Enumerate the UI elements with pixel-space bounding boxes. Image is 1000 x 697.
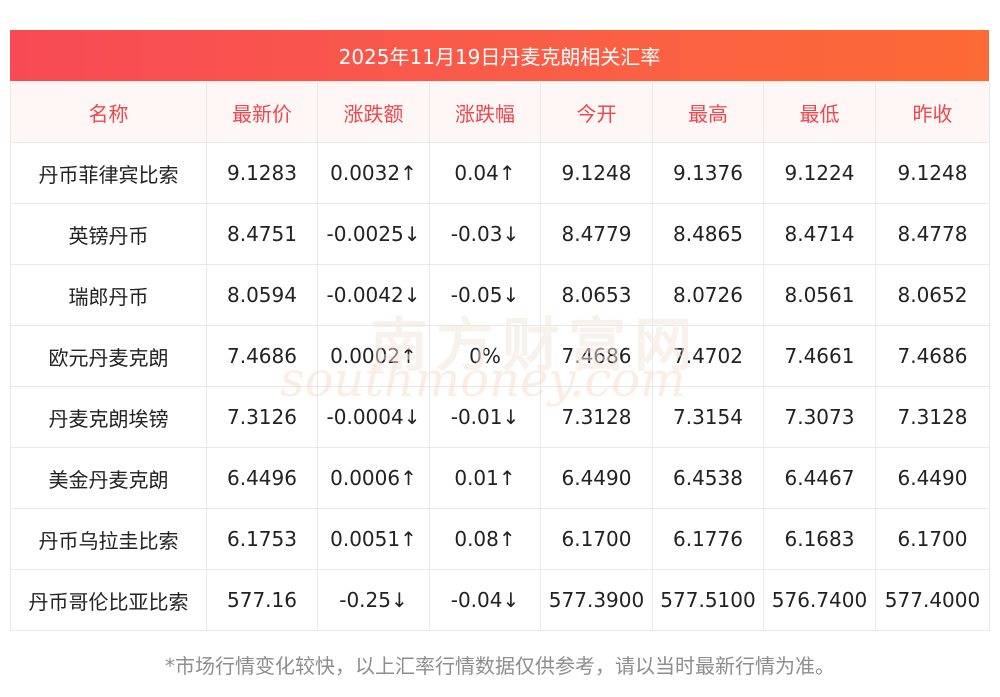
- cell-low: 6.1683: [763, 508, 876, 570]
- cell-prev-close: 7.4686: [875, 325, 990, 387]
- cell-open: 9.1248: [540, 142, 653, 204]
- cell-change-pct: 0.01↑: [429, 447, 541, 509]
- cell-low: 8.0561: [763, 264, 876, 326]
- cell-name: 丹币乌拉圭比索: [10, 508, 207, 570]
- cell-open: 8.4779: [540, 203, 653, 265]
- cell-name: 美金丹麦克朗: [10, 447, 207, 509]
- cell-last: 7.4686: [206, 325, 318, 387]
- cell-low: 576.7400: [763, 569, 876, 631]
- cell-name: 丹币哥伦比亚比索: [10, 569, 207, 631]
- table-row: 丹麦克朗埃镑 7.3126 -0.0004↓ -0.01↓ 7.3128 7.3154 7.…: [10, 386, 990, 448]
- exchange-rate-table: 名称 最新价 涨跌额 涨跌幅 今开 最高 最低 昨收 丹币菲律宾比索 9.1283…: [10, 81, 990, 631]
- cell-last: 8.4751: [206, 203, 318, 265]
- cell-prev-close: 6.1700: [875, 508, 990, 570]
- cell-change: -0.25↓: [317, 569, 430, 631]
- cell-open: 7.4686: [540, 325, 653, 387]
- cell-open: 6.4490: [540, 447, 653, 509]
- cell-last: 6.4496: [206, 447, 318, 509]
- cell-open: 8.0653: [540, 264, 653, 326]
- cell-prev-close: 577.4000: [875, 569, 990, 631]
- cell-high: 8.4865: [652, 203, 764, 265]
- cell-change: 0.0051↑: [317, 508, 430, 570]
- cell-change: -0.0025↓: [317, 203, 430, 265]
- cell-change: 0.0002↑: [317, 325, 430, 387]
- page-title-banner: 2025年11月19日丹麦克朗相关汇率: [10, 30, 989, 81]
- cell-last: 7.3126: [206, 386, 318, 448]
- header-open: 今开: [540, 81, 653, 143]
- table-row: 英镑丹币 8.4751 -0.0025↓ -0.03↓ 8.4779 8.4865 8.47…: [10, 203, 990, 265]
- cell-open: 6.1700: [540, 508, 653, 570]
- table-row: 欧元丹麦克朗 7.4686 0.0002↑ 0% 7.4686 7.4702 7.4661 7…: [10, 325, 990, 387]
- cell-change: -0.0004↓: [317, 386, 430, 448]
- cell-prev-close: 8.0652: [875, 264, 990, 326]
- disclaimer-footnote: *市场行情变化较快，以上汇率行情数据仅供参考，请以当时最新行情为准。: [165, 654, 835, 678]
- cell-change-pct: 0%: [429, 325, 541, 387]
- table-header-row: 名称 最新价 涨跌额 涨跌幅 今开 最高 最低 昨收: [10, 81, 990, 143]
- header-high: 最高: [652, 81, 764, 143]
- cell-change-pct: -0.01↓: [429, 386, 541, 448]
- cell-last: 9.1283: [206, 142, 318, 204]
- header-change: 涨跌额: [317, 81, 430, 143]
- cell-name: 瑞郎丹币: [10, 264, 207, 326]
- table-row: 瑞郎丹币 8.0594 -0.0042↓ -0.05↓ 8.0653 8.0726 8.05…: [10, 264, 990, 326]
- cell-low: 7.3073: [763, 386, 876, 448]
- cell-change-pct: -0.05↓: [429, 264, 541, 326]
- cell-change-pct: 0.04↑: [429, 142, 541, 204]
- cell-change: -0.0042↓: [317, 264, 430, 326]
- table-row: 丹币哥伦比亚比索 577.16 -0.25↓ -0.04↓ 577.3900 577.51…: [10, 569, 990, 631]
- cell-change-pct: 0.08↑: [429, 508, 541, 570]
- header-last: 最新价: [206, 81, 318, 143]
- cell-low: 7.4661: [763, 325, 876, 387]
- cell-name: 丹币菲律宾比索: [10, 142, 207, 204]
- cell-last: 6.1753: [206, 508, 318, 570]
- cell-high: 577.5100: [652, 569, 764, 631]
- cell-change: 0.0032↑: [317, 142, 430, 204]
- cell-high: 9.1376: [652, 142, 764, 204]
- cell-name: 丹麦克朗埃镑: [10, 386, 207, 448]
- table-row: 丹币乌拉圭比索 6.1753 0.0051↑ 0.08↑ 6.1700 6.1776 6.1…: [10, 508, 990, 570]
- cell-low: 6.4467: [763, 447, 876, 509]
- header-change-pct: 涨跌幅: [429, 81, 541, 143]
- cell-last: 577.16: [206, 569, 318, 631]
- cell-open: 7.3128: [540, 386, 653, 448]
- cell-prev-close: 7.3128: [875, 386, 990, 448]
- cell-prev-close: 8.4778: [875, 203, 990, 265]
- cell-high: 6.4538: [652, 447, 764, 509]
- page-title: 2025年11月19日丹麦克朗相关汇率: [338, 45, 661, 69]
- table-row: 美金丹麦克朗 6.4496 0.0006↑ 0.01↑ 6.4490 6.4538 6.44…: [10, 447, 990, 509]
- cell-open: 577.3900: [540, 569, 653, 631]
- cell-prev-close: 9.1248: [875, 142, 990, 204]
- cell-name: 英镑丹币: [10, 203, 207, 265]
- cell-low: 8.4714: [763, 203, 876, 265]
- cell-high: 7.3154: [652, 386, 764, 448]
- cell-prev-close: 6.4490: [875, 447, 990, 509]
- header-prev-close: 昨收: [875, 81, 990, 143]
- cell-high: 8.0726: [652, 264, 764, 326]
- cell-high: 6.1776: [652, 508, 764, 570]
- cell-name: 欧元丹麦克朗: [10, 325, 207, 387]
- cell-last: 8.0594: [206, 264, 318, 326]
- cell-low: 9.1224: [763, 142, 876, 204]
- cell-high: 7.4702: [652, 325, 764, 387]
- table-row: 丹币菲律宾比索 9.1283 0.0032↑ 0.04↑ 9.1248 9.1376 9.1…: [10, 142, 990, 204]
- cell-change-pct: -0.04↓: [429, 569, 541, 631]
- header-low: 最低: [763, 81, 876, 143]
- cell-change: 0.0006↑: [317, 447, 430, 509]
- header-name: 名称: [10, 81, 207, 143]
- cell-change-pct: -0.03↓: [429, 203, 541, 265]
